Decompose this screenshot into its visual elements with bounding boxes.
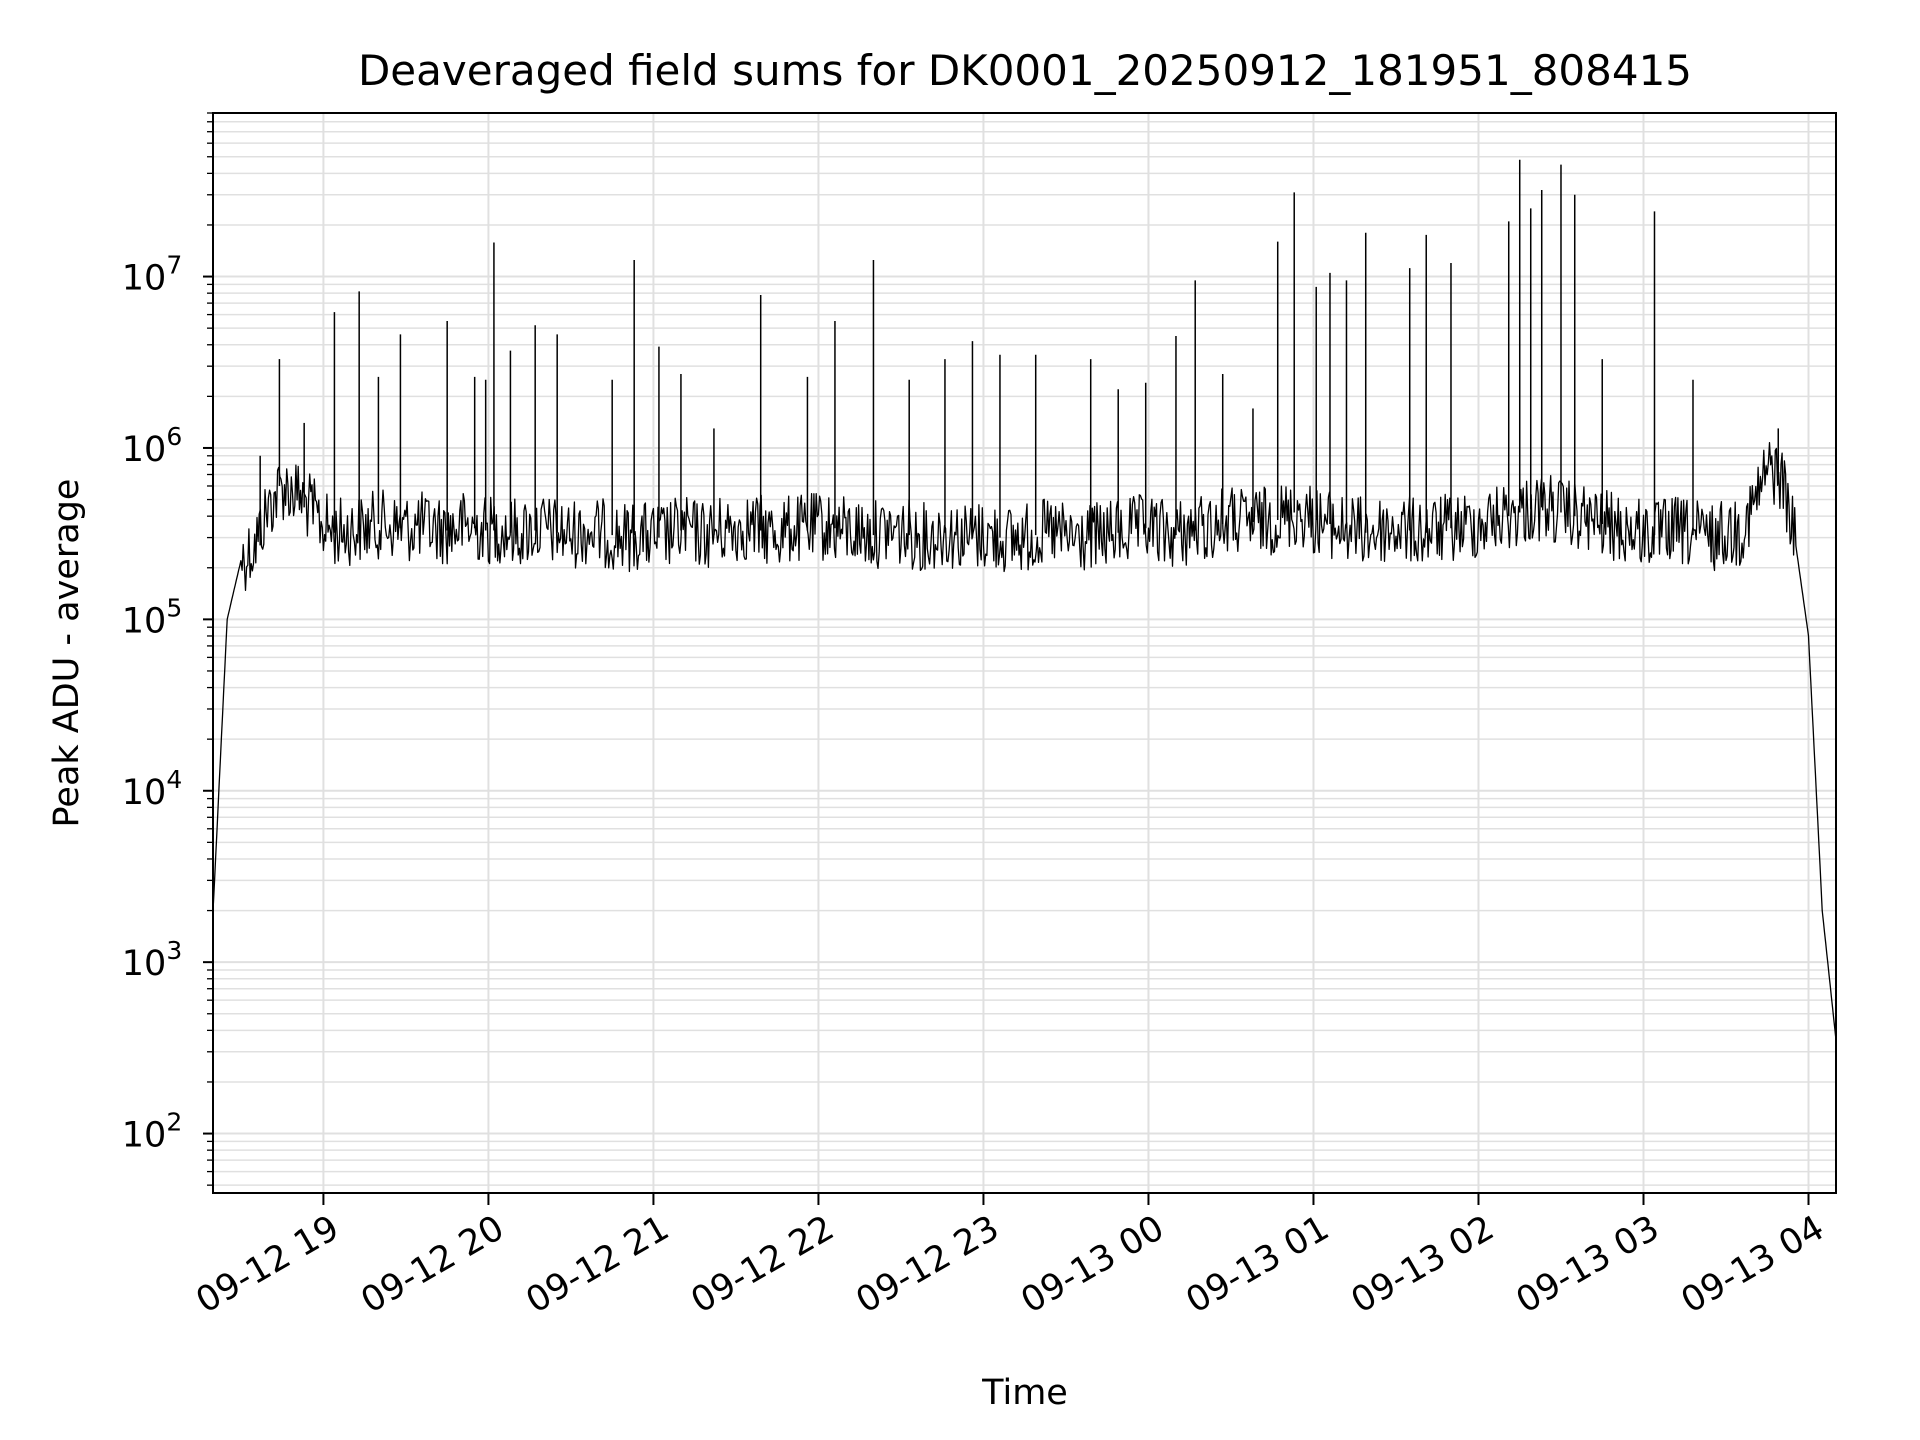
plot-frame <box>212 112 1837 1194</box>
y-tick-label: 105 <box>122 593 182 641</box>
series-line <box>212 442 1837 1041</box>
chart-title: Deaveraged field sums for DK0001_2025091… <box>358 46 1692 95</box>
y-axis: 102 103 104 105 106 107 <box>122 112 213 1186</box>
y-tick-label: 107 <box>122 251 182 299</box>
y-axis-label: Peak ADU - average <box>47 479 87 828</box>
minor-grid <box>213 112 1836 1186</box>
y-tick-label: 104 <box>122 765 182 813</box>
x-axis-label: Time <box>981 1373 1068 1413</box>
major-grid <box>213 113 1836 1193</box>
y-tick-label: 103 <box>122 936 182 984</box>
y-tick-label: 106 <box>122 422 182 470</box>
plot-area <box>212 159 1837 1041</box>
y-tick-label: 102 <box>122 1108 182 1156</box>
